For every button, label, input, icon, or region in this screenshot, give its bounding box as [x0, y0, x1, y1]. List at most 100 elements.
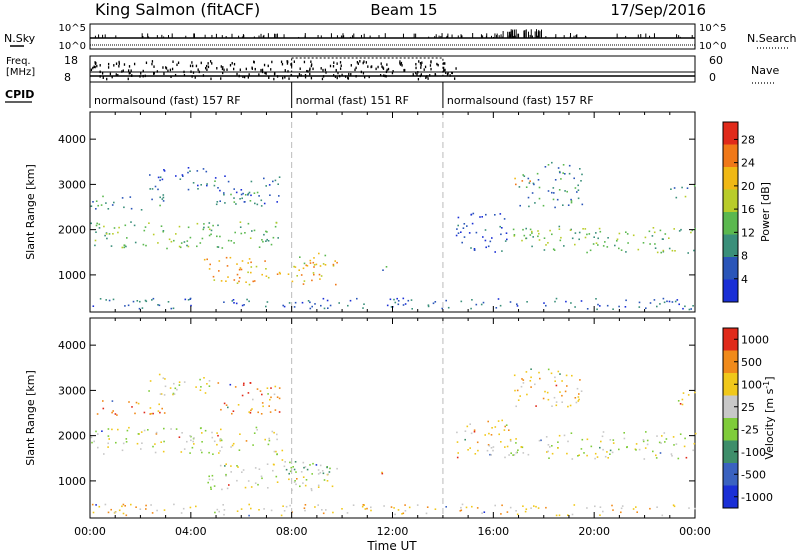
echo-cell: [652, 227, 655, 229]
echo-cell: [503, 429, 506, 431]
echo-cell: [270, 509, 273, 512]
freq-dot: [243, 75, 246, 79]
y-tick-label: 4000: [58, 133, 86, 146]
echo-cell: [586, 308, 589, 310]
echo-cell: [93, 440, 95, 443]
echo-cell: [547, 242, 549, 244]
echo-cell: [252, 444, 254, 446]
echo-cell: [528, 205, 530, 208]
echo-cell: [302, 267, 305, 270]
echo-cell: [159, 393, 162, 395]
freq-dot: [202, 74, 205, 77]
freq-dot: [443, 62, 445, 65]
freq-dot: [118, 62, 120, 65]
freq-dot: [90, 68, 93, 72]
echo-cell: [201, 237, 204, 240]
echo-cell: [506, 445, 509, 448]
echo-cell: [264, 438, 266, 441]
echo-cell: [175, 233, 177, 235]
echo-cell: [661, 435, 663, 437]
echo-cell: [460, 509, 463, 512]
echo-cell: [302, 476, 305, 478]
echo-cell: [694, 432, 697, 435]
echo-cell: [531, 232, 533, 234]
freq-dot: [392, 70, 394, 73]
echo-cell: [203, 258, 206, 261]
echo-cell: [611, 504, 613, 507]
echo-cell: [208, 451, 210, 454]
echo-cell: [584, 236, 587, 239]
echo-cell: [515, 452, 518, 454]
echo-cell: [491, 237, 493, 239]
echo-cell: [219, 200, 221, 202]
echo-cell: [107, 442, 109, 445]
echo-cell: [618, 247, 620, 250]
echo-cell: [192, 440, 194, 443]
freq-dot: [163, 72, 165, 76]
nsearch-tick-top: 10^5: [699, 23, 726, 34]
echo-cell: [606, 451, 608, 453]
y-tick-label: 1000: [58, 475, 86, 488]
freq-dot: [365, 61, 368, 64]
echo-cell: [242, 469, 245, 471]
echo-cell: [283, 465, 286, 468]
echo-cell: [668, 247, 671, 250]
echo-cell: [614, 244, 616, 247]
echo-cell: [125, 245, 127, 248]
echo-cell: [554, 376, 556, 379]
freq-dot: [121, 70, 123, 73]
echo-cell: [533, 505, 535, 507]
echo-cell: [162, 230, 165, 232]
echo-cell: [227, 406, 229, 409]
echo-cell: [222, 504, 224, 506]
echo-cell: [235, 302, 238, 305]
echo-cell: [241, 304, 244, 307]
echo-cell: [114, 511, 116, 514]
freq-dot: [210, 77, 212, 81]
echo-cell: [597, 244, 599, 246]
echo-cell: [251, 230, 253, 232]
echo-cell: [219, 464, 222, 467]
echo-cell: [137, 433, 140, 435]
freq-dot: [303, 60, 306, 64]
echo-cell: [644, 447, 647, 449]
echo-cell: [684, 195, 687, 198]
echo-cell: [144, 226, 147, 228]
echo-cell: [504, 425, 506, 428]
echo-cell: [393, 298, 395, 301]
echo-cell: [538, 439, 541, 442]
echo-cell: [522, 382, 525, 384]
freq-dot: [449, 74, 451, 77]
echo-cell: [166, 247, 168, 250]
echo-cell: [258, 195, 260, 197]
echo-cell: [122, 442, 125, 445]
echo-cell: [201, 441, 203, 443]
echo-cell: [570, 432, 573, 434]
echo-cell: [144, 299, 147, 302]
echo-cell: [287, 273, 290, 275]
freq-dot: [304, 75, 307, 79]
echo-cell: [91, 503, 94, 506]
echo-cell: [155, 433, 158, 435]
echo-cell: [517, 449, 519, 451]
echo-cell: [95, 504, 97, 506]
echo-cell: [486, 449, 489, 452]
echo-cell: [565, 374, 568, 377]
echo-cell: [130, 221, 132, 223]
echo-cell: [267, 276, 270, 279]
freq-label-top: Freq.: [6, 56, 31, 67]
echo-cell: [303, 262, 306, 265]
echo-cell: [285, 468, 288, 471]
echo-cell: [475, 303, 478, 306]
echo-cell: [167, 301, 170, 303]
echo-cell: [586, 251, 588, 254]
echo-cell: [204, 392, 207, 394]
echo-cell: [163, 170, 166, 172]
echo-cell: [143, 429, 146, 432]
echo-cell: [341, 508, 343, 510]
freq-dot: [190, 70, 192, 73]
echo-cell: [685, 456, 688, 459]
echo-cell: [606, 304, 609, 307]
